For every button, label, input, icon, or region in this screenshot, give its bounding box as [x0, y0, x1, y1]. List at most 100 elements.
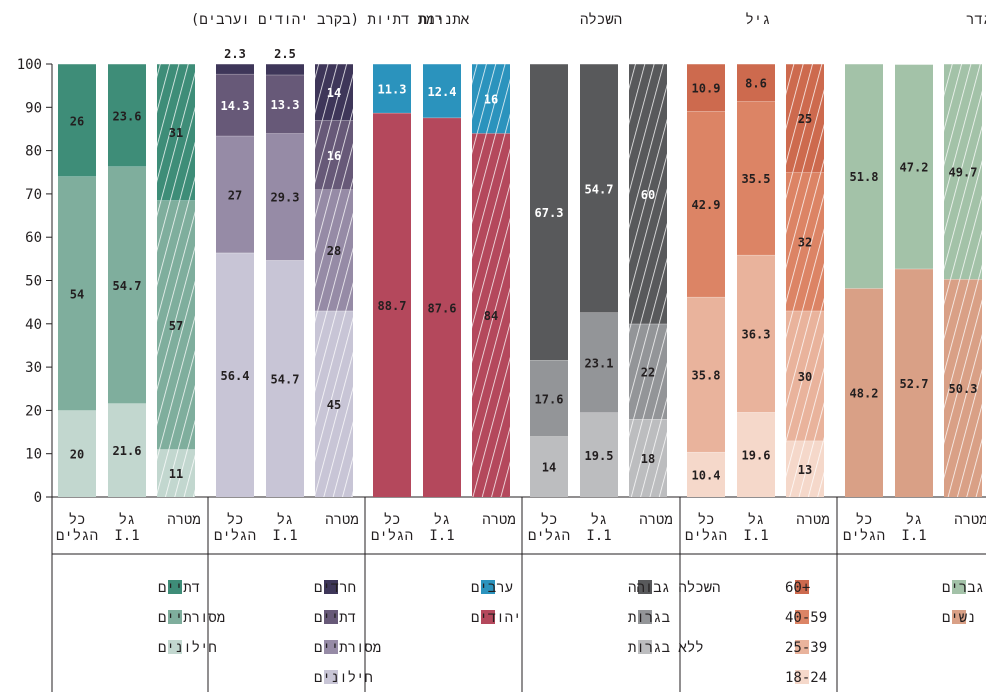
- legend-label: 18-24: [785, 670, 827, 686]
- value-label: 67.3: [535, 206, 564, 220]
- bar-segment: [580, 312, 618, 413]
- bar-segment: [580, 64, 618, 313]
- bar-hatch: [629, 64, 667, 324]
- legend-label: חילונים: [158, 640, 217, 656]
- value-label: 57: [169, 319, 183, 333]
- category-label: כל: [856, 512, 873, 528]
- y-tick-label: 80: [25, 144, 42, 160]
- value-label: 19.5: [585, 449, 614, 463]
- legend-label: השכלה גבוהה: [628, 580, 720, 596]
- category-label: I.1: [429, 528, 454, 544]
- y-tick-label: 70: [25, 187, 42, 203]
- bar-segment: [108, 166, 146, 404]
- value-label: 23.1: [585, 357, 614, 371]
- category-label: מטרה: [325, 512, 359, 528]
- legend-label: יהודים: [471, 610, 521, 626]
- category-label: כל: [69, 512, 86, 528]
- bar-segment: [737, 101, 775, 255]
- value-label: 10.9: [692, 82, 721, 96]
- category-label: גל: [906, 512, 923, 528]
- bar-segment: [108, 64, 146, 167]
- value-label: 19.6: [742, 449, 771, 463]
- value-label: 2.3: [224, 47, 246, 61]
- value-label: 84: [484, 309, 498, 323]
- legend-label: 25-39: [785, 640, 827, 656]
- value-label: 27: [228, 188, 242, 202]
- value-label: 16: [484, 93, 498, 107]
- category-label: הגלים: [843, 528, 885, 544]
- category-label: הגלים: [528, 528, 570, 544]
- bar-segment: [737, 412, 775, 497]
- value-label: 14: [542, 461, 556, 475]
- bar-segment: [845, 64, 883, 289]
- bar-segment: [266, 260, 304, 497]
- y-tick-label: 40: [25, 317, 42, 333]
- bar-segment: [687, 296, 725, 452]
- legend-swatch: [952, 610, 966, 624]
- bar-hatch: [944, 279, 982, 497]
- bar-segment: [216, 73, 254, 136]
- legend-label: דתיים: [314, 610, 356, 626]
- legend-label: 40-59: [785, 610, 827, 626]
- bar-segment: [373, 112, 411, 497]
- bar-segment: [58, 410, 96, 497]
- legend-label: ללא בגרות: [628, 640, 704, 656]
- bar-segment: [373, 64, 411, 113]
- bar-hatch: [472, 133, 510, 497]
- category-label: כל: [698, 512, 715, 528]
- value-label: 29.3: [271, 191, 300, 205]
- bar-hatch: [786, 64, 824, 173]
- bar-hatch: [629, 323, 667, 420]
- bar-hatch: [629, 419, 667, 497]
- legend-swatch: [638, 580, 652, 594]
- legend-swatch: [638, 640, 652, 654]
- bar-segment: [266, 133, 304, 261]
- group-title: רמת דתיות (בקרב יהודים וערבים): [191, 12, 443, 28]
- value-label: 47.2: [900, 161, 929, 175]
- bar-segment: [530, 64, 568, 361]
- legend-swatch: [795, 670, 809, 684]
- legend-label: בגרות: [628, 610, 670, 626]
- category-label: גל: [277, 512, 294, 528]
- bar-hatch: [786, 172, 824, 311]
- value-label: 50.3: [949, 382, 978, 396]
- category-label: מטרה: [796, 512, 830, 528]
- category-label: גל: [434, 512, 451, 528]
- value-label: 54.7: [271, 373, 300, 387]
- category-label: I.1: [272, 528, 297, 544]
- legend-label: מסורתיים: [314, 640, 381, 656]
- legend-label: +60: [785, 580, 810, 596]
- legend-swatch: [795, 610, 809, 624]
- category-label: גל: [119, 512, 136, 528]
- value-label: 12.4: [428, 85, 457, 99]
- bar-hatch: [472, 64, 510, 134]
- category-label: הגלים: [371, 528, 413, 544]
- value-label: 42.9: [692, 198, 721, 212]
- bar-hatch: [315, 64, 353, 121]
- category-label: I.1: [743, 528, 768, 544]
- bar-segment: [266, 74, 304, 134]
- value-label: 28: [327, 244, 341, 258]
- value-label: 88.7: [378, 299, 407, 313]
- value-label: 49.7: [949, 166, 978, 180]
- y-tick-label: 20: [25, 403, 42, 419]
- group-title: גיל: [745, 12, 770, 28]
- value-label: 16: [327, 149, 341, 163]
- value-label: 87.6: [428, 301, 457, 315]
- legend-swatch: [795, 580, 809, 594]
- legend-swatch: [795, 640, 809, 654]
- value-label: 13.3: [271, 98, 300, 112]
- value-label: 30: [798, 370, 812, 384]
- bar-hatch: [315, 310, 353, 497]
- bar-hatch: [786, 310, 824, 441]
- value-label: 20: [70, 448, 84, 462]
- category-label: הגלים: [685, 528, 727, 544]
- category-label: מטרה: [482, 512, 516, 528]
- bar-segment: [530, 436, 568, 497]
- legend-label: חרדים: [314, 580, 356, 596]
- y-tick-label: 30: [25, 360, 42, 376]
- category-label: מטרה: [639, 512, 673, 528]
- category-label: גל: [748, 512, 765, 528]
- legend-label: דתיים: [158, 580, 200, 596]
- legend-swatch: [481, 580, 495, 594]
